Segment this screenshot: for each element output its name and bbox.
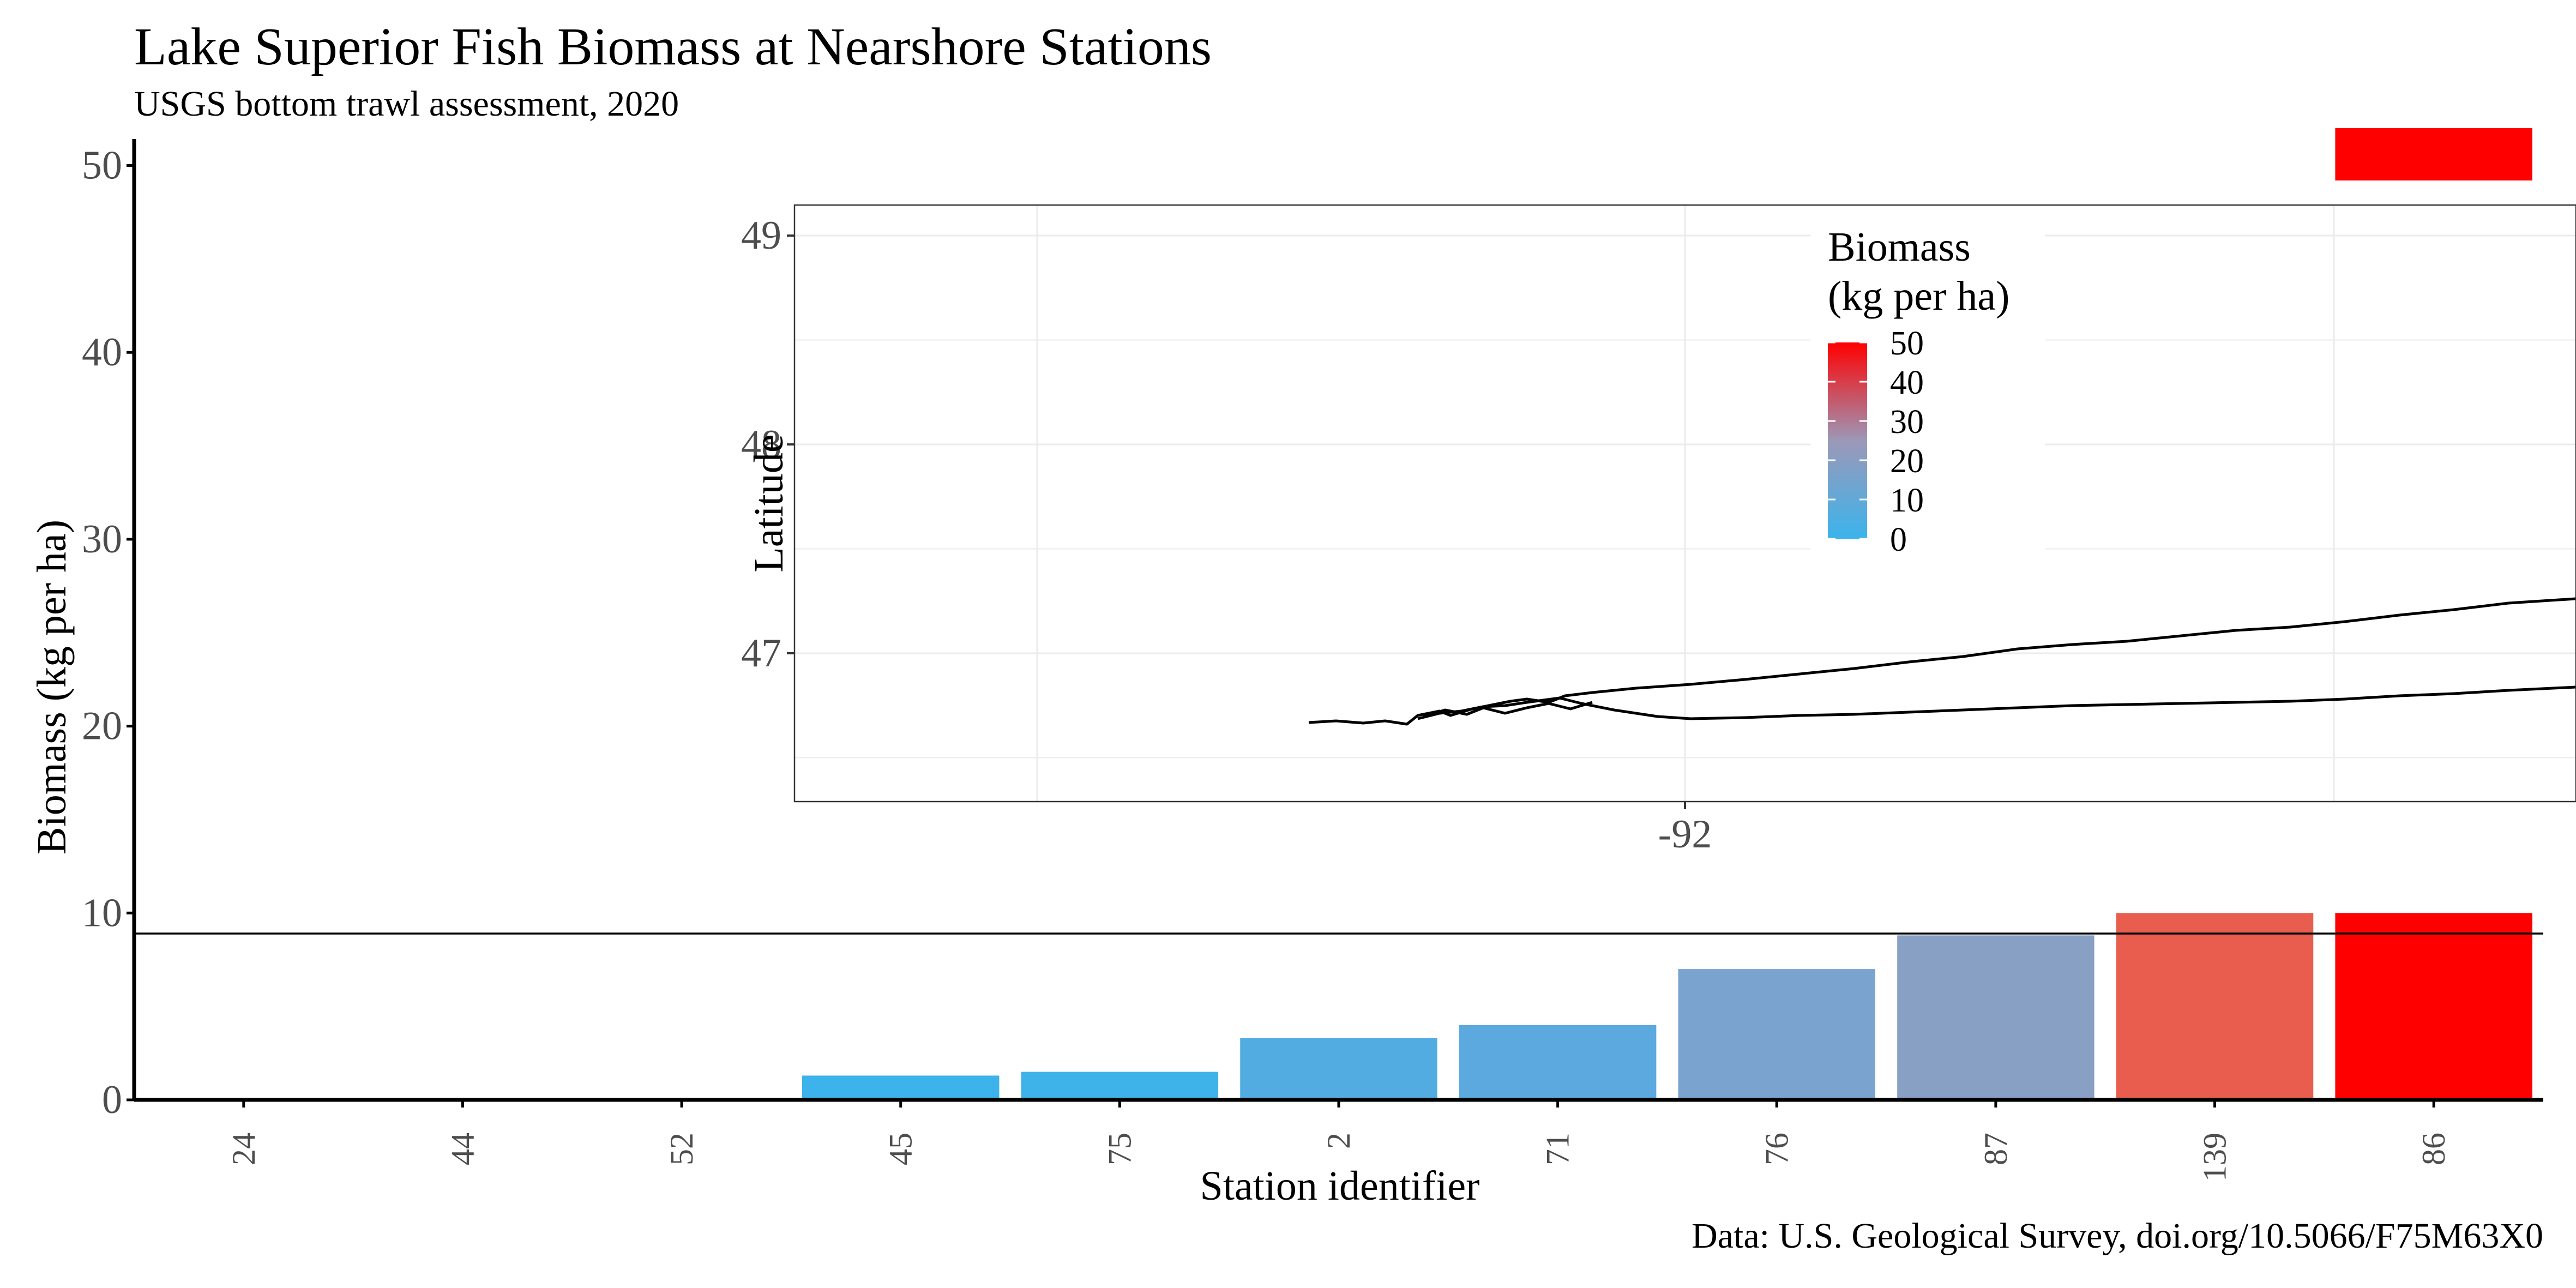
legend-tick-label: 40 <box>1890 364 1924 401</box>
legend-tick-label: 10 <box>1890 482 1924 519</box>
x-tick-label: 45 <box>883 1133 919 1165</box>
legend-tick-label: 30 <box>1890 404 1924 441</box>
bar-139 <box>2116 913 2314 1100</box>
coastline-south-shore <box>1417 685 2576 720</box>
bar-86-upper-segment <box>2335 128 2532 180</box>
x-axis: 24 44 52 45 75 2 71 76 87 139 86 <box>134 1098 2543 1182</box>
coastline-bay-detail <box>1423 701 1593 718</box>
inset-axes: 47 48 49 -92 <box>741 213 1712 857</box>
legend-tick-label: 50 <box>1890 325 1924 362</box>
y-tick-label: 40 <box>82 330 122 375</box>
bar-86 <box>2335 913 2532 1100</box>
y-tick-label: 50 <box>82 143 122 188</box>
y-axis-title: Biomass (kg per ha) <box>29 520 75 854</box>
bar-2 <box>1240 1038 1437 1100</box>
bar-71 <box>1459 1025 1657 1100</box>
legend-title-line-2: (kg per ha) <box>1828 273 2009 319</box>
x-tick-label: 24 <box>226 1133 262 1165</box>
bar-87 <box>1897 935 2094 1100</box>
y-tick-label: 20 <box>82 704 122 749</box>
legend-colorbar <box>1828 342 1867 539</box>
x-tick-label: 52 <box>664 1133 700 1165</box>
x-tick-label: 87 <box>1978 1133 2014 1165</box>
chart-subtitle: USGS bottom trawl assessment, 2020 <box>134 84 679 124</box>
x-tick-label: 2 <box>1321 1133 1357 1149</box>
legend-tick-label: 0 <box>1890 521 1907 558</box>
bar-45 <box>802 1075 1000 1100</box>
bar-76 <box>1678 969 1876 1100</box>
y-tick-label: 0 <box>102 1078 122 1122</box>
inset-y-axis-title: Latitude <box>746 434 792 572</box>
bars-layer <box>802 128 2532 1100</box>
legend-title-line-1: Biomass <box>1828 224 1971 270</box>
inset-y-tick-label: 49 <box>741 213 781 258</box>
inset-y-tick-label: 47 <box>741 631 781 676</box>
y-tick-label: 10 <box>82 890 122 935</box>
x-tick-label: 75 <box>1102 1133 1137 1165</box>
x-axis-title: Station identifier <box>1200 1163 1480 1209</box>
x-tick-label: 86 <box>2416 1133 2452 1165</box>
inset-coastline <box>1308 597 2576 726</box>
x-tick-label: 139 <box>2197 1133 2233 1182</box>
y-axis: 0 10 20 30 40 50 <box>82 139 136 1122</box>
y-tick-label: 30 <box>82 517 122 562</box>
x-tick-label: 71 <box>1540 1133 1576 1165</box>
coastline-north-shore <box>1308 597 2576 726</box>
x-tick-label: 76 <box>1759 1133 1795 1165</box>
inset-map: 47 48 49 -92 Biomass (kg per ha) 5040302010… <box>741 204 2576 857</box>
x-tick-label: 44 <box>444 1133 480 1165</box>
inset-y-tick-label: 48 <box>741 422 781 467</box>
legend-tick-label: 20 <box>1890 443 1924 480</box>
chart-caption: Data: U.S. Geological Survey, doi.org/10… <box>1692 1216 2543 1256</box>
inset-x-tick-label: -92 <box>1658 812 1712 857</box>
inset-grid <box>795 205 2576 802</box>
bar-75 <box>1021 1072 1219 1100</box>
chart-title: Lake Superior Fish Biomass at Nearshore … <box>134 17 1212 76</box>
